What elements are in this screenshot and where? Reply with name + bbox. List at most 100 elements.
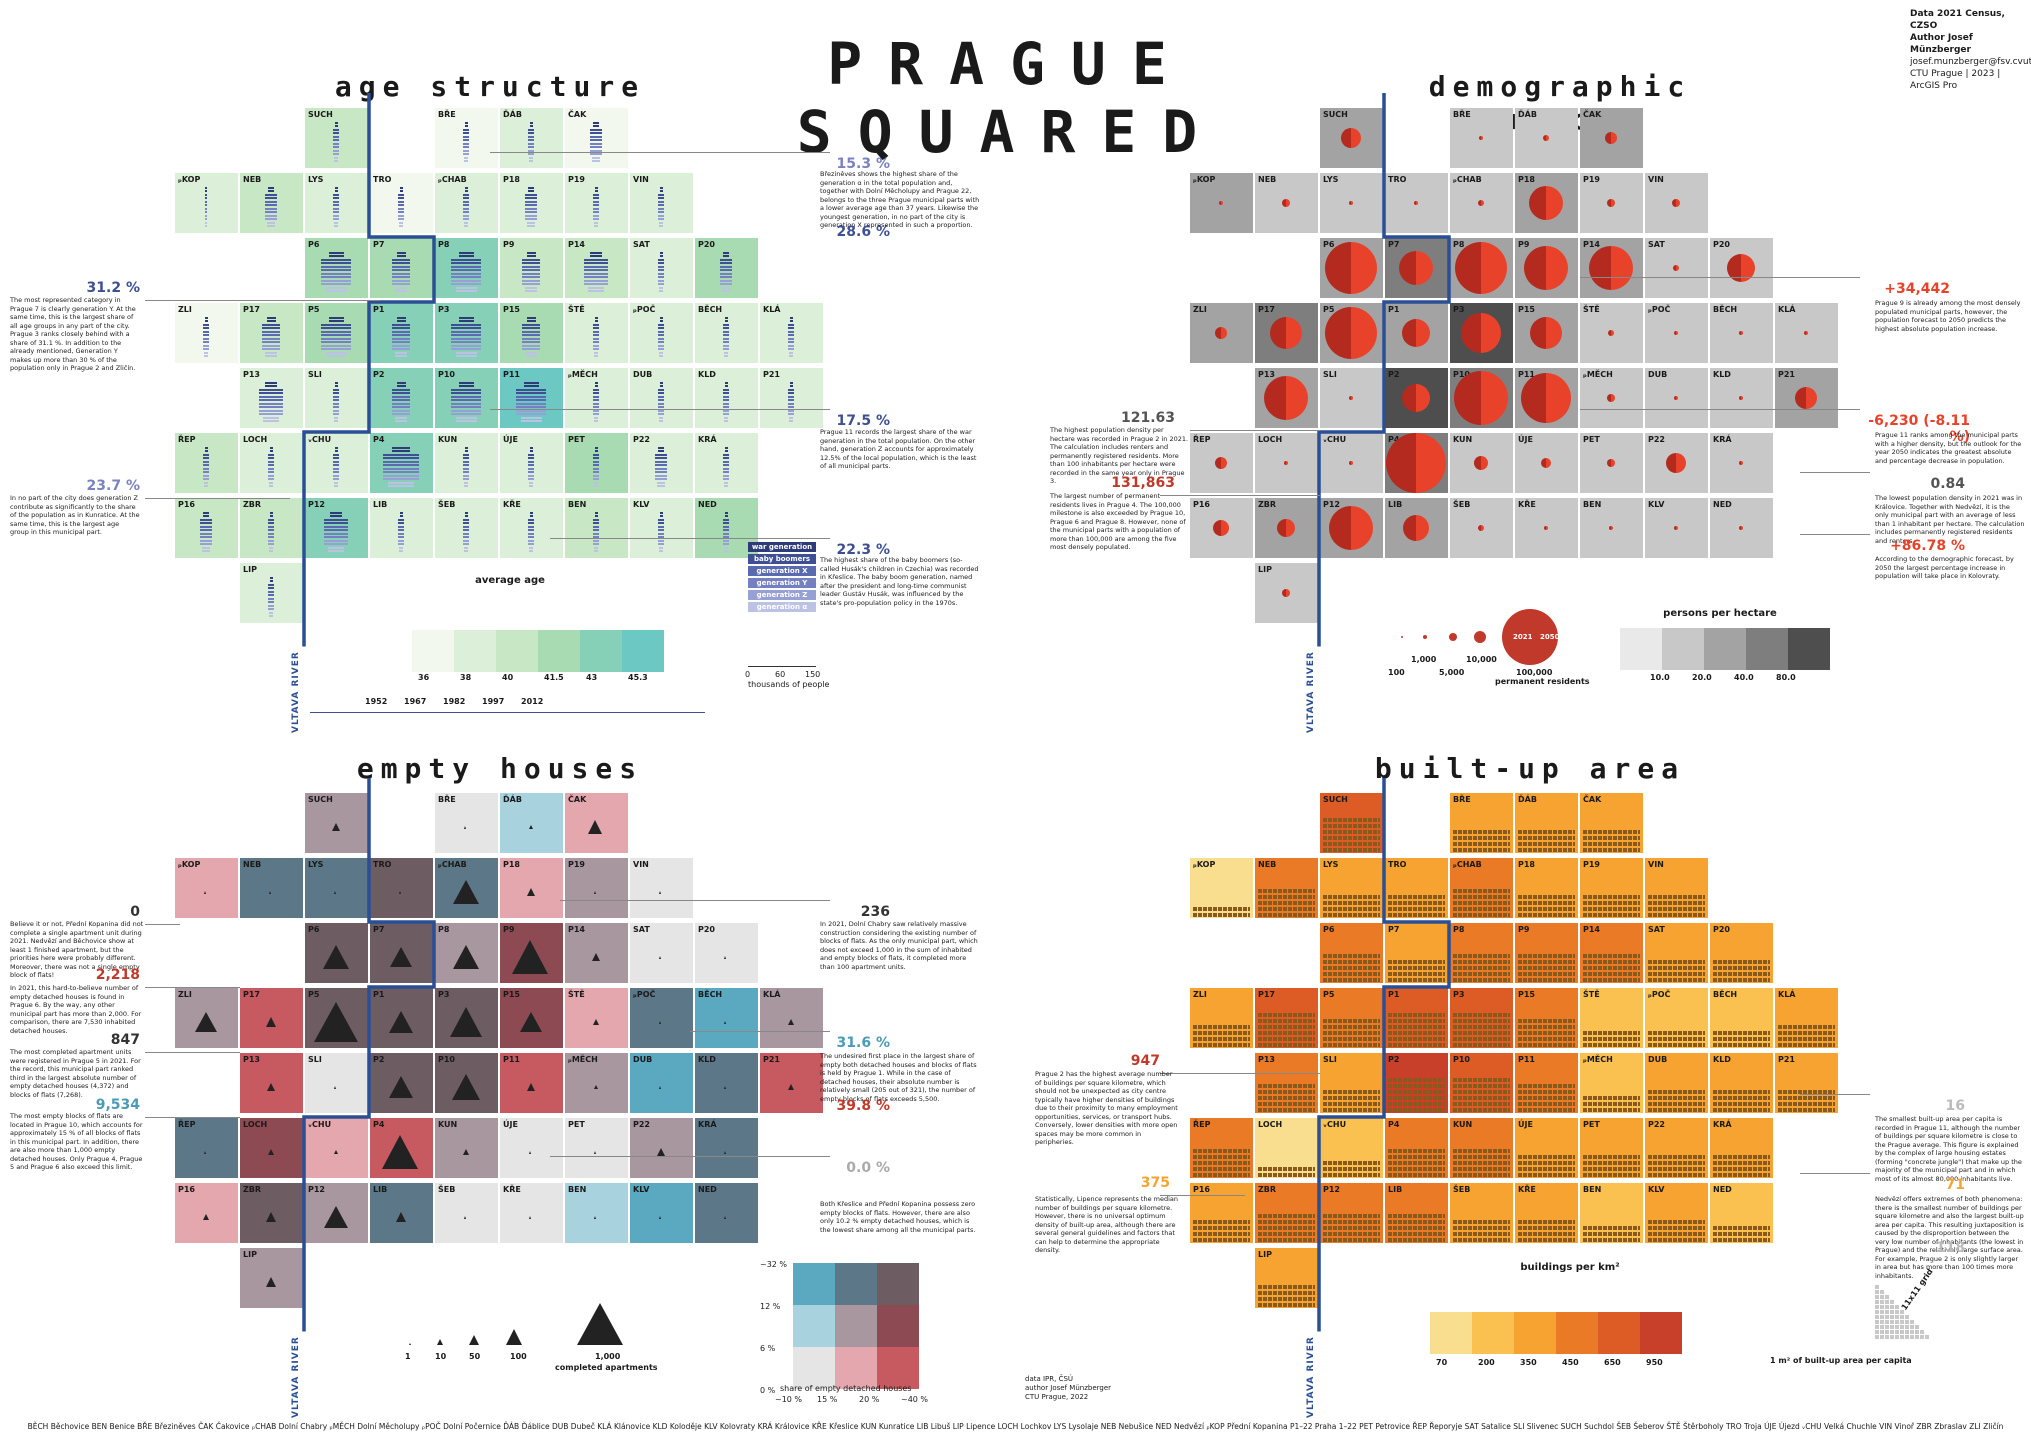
tile-code: ÚJE (1518, 1120, 1533, 1129)
pop-legend-circle (1449, 633, 1457, 641)
pyramid-bar (658, 543, 664, 545)
tile-P19: P19 (565, 173, 628, 233)
pyramid-bar (723, 413, 729, 415)
grid-cell (1885, 1300, 1889, 1304)
pyramid-bar (723, 389, 729, 391)
built-area-row (1258, 1297, 1315, 1301)
built-area-row (1453, 1108, 1510, 1112)
built-note-leader (1800, 1173, 1870, 1174)
pop-circle-2050 (1221, 327, 1227, 339)
tile-P18: P18 (500, 173, 563, 233)
tile-P18: P18 (1515, 173, 1578, 233)
pyramid-bar (723, 454, 729, 456)
tile-P10: P10 (435, 368, 498, 428)
tile-TRO: TRO (370, 858, 433, 918)
pyramid-bar (321, 331, 351, 333)
pyramid-bar (398, 204, 404, 206)
pyramid-bar (463, 160, 469, 162)
pyramid-bar (658, 334, 664, 336)
pop-circle-2050 (1481, 371, 1508, 425)
tile-NEB: NEB (240, 173, 303, 233)
built-area-row (1518, 1019, 1575, 1023)
year-tick: 1982 (443, 697, 466, 706)
pyramid-bar (463, 211, 469, 213)
pyramid-bar (334, 385, 338, 387)
pyramid-bar (463, 536, 469, 538)
pyramid-bar (451, 396, 481, 398)
pop-circle-2021 (1455, 242, 1481, 294)
pyramid-bar (265, 208, 277, 210)
tile-code: LOCH (1258, 1120, 1283, 1129)
built-area-row (1518, 1220, 1575, 1224)
apartments-triangle (204, 890, 207, 894)
pyramid-bar (522, 345, 540, 347)
pyramid-bar (525, 218, 537, 220)
pyramid-bar (394, 287, 408, 289)
pop-circle-2021 (1674, 331, 1676, 335)
pyramid-bar (464, 447, 468, 449)
pop-circle-2021 (1666, 453, 1676, 473)
pyramid-bar (590, 150, 602, 152)
pyramid-bar (203, 461, 209, 463)
pyramid-bar (594, 187, 598, 189)
grid-cell (1910, 1320, 1914, 1324)
tile-code: P13 (1258, 370, 1275, 379)
built-area-row (1323, 1226, 1380, 1230)
pyramid-bar (655, 478, 667, 480)
tile-code: ŠTĚ (568, 990, 585, 999)
tile-code: NEB (1258, 175, 1277, 184)
tile-code: P9 (1518, 925, 1530, 934)
tile-code: P19 (568, 175, 585, 184)
built-area-row (1453, 1232, 1510, 1236)
tile-ŘEP: ŘEP (1190, 433, 1253, 493)
pyramid-bar (458, 252, 474, 254)
pop-circle-2021 (1213, 520, 1221, 536)
pyramid-bar (333, 215, 339, 217)
pyramid-bar (584, 280, 608, 282)
built-area-row (1648, 1096, 1705, 1100)
built-area-row (1258, 1084, 1315, 1088)
pyramid-bar (593, 201, 599, 203)
age-note-leader (490, 152, 830, 153)
bivariate-cell (793, 1305, 835, 1347)
pyramid-bar (463, 482, 469, 484)
pyramid-bar (321, 259, 351, 261)
pop-circle-2050 (1676, 396, 1678, 400)
built-area-row (1518, 1108, 1575, 1112)
built-legend-swatch (1640, 1312, 1682, 1354)
age-note-text: Březiněves shows the highest share of th… (820, 170, 980, 229)
grid-cell (1910, 1330, 1914, 1334)
credit-line: CTU Prague | 2023 | ArcGIS Pro (1910, 69, 2001, 91)
tile-code: TRO (1388, 175, 1407, 184)
pyramid-bar (398, 540, 404, 542)
pyramid-bar (463, 478, 469, 480)
tile-code: BŘE (438, 795, 456, 804)
pyramid-bar (265, 215, 277, 217)
tile-P22: P22 (1645, 433, 1708, 493)
built-area-row (1193, 1232, 1250, 1236)
tile-code: ŘEP (178, 435, 196, 444)
built-legend-title: buildings per km² (1520, 1262, 1620, 1273)
pyramid-bar (659, 382, 663, 384)
pyramid-bar (658, 211, 664, 213)
pyramid-bar (659, 317, 663, 319)
pop-circle-2021 (1529, 186, 1546, 220)
pyramid-bar (593, 461, 599, 463)
tile-code: P12 (308, 500, 325, 509)
apartments-triangle (314, 1002, 358, 1042)
pop-circle-2050 (1286, 519, 1295, 537)
pyramid-bar (205, 222, 207, 224)
tile-LOCH: LOCH (240, 1118, 303, 1178)
pyramid-bar (201, 550, 211, 552)
tile-P2: P2 (370, 368, 433, 428)
pyramid-bar (203, 324, 209, 326)
pyramid-bar (398, 522, 404, 524)
pyramid-bar (458, 382, 474, 384)
built-area-row (1713, 1155, 1770, 1159)
pyramid-bar (392, 334, 410, 336)
built-area-row (1713, 972, 1770, 976)
apartments-triangle (204, 1150, 207, 1154)
demo-note-text: The lowest population density in 2021 wa… (1875, 494, 2025, 545)
pop-circle-2050 (1286, 199, 1290, 207)
pyramid-bar (333, 146, 339, 148)
